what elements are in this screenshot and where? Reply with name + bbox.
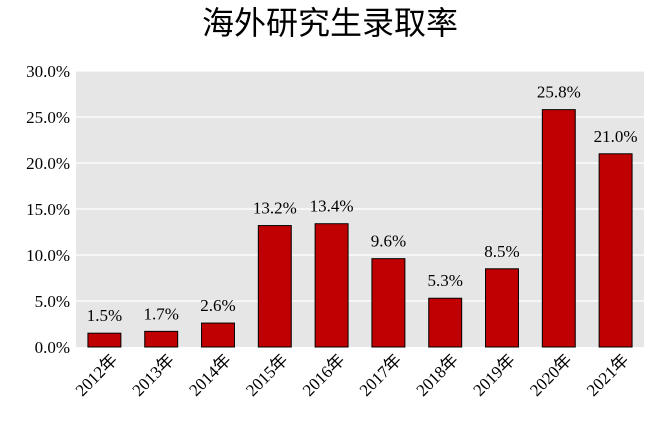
x-tick-label: 2018年 [413, 350, 462, 399]
bar [314, 223, 349, 348]
bar [257, 225, 292, 348]
y-tick-label: 20.0% [26, 154, 70, 173]
x-tick-label: 2017年 [356, 350, 405, 399]
bar [428, 297, 463, 348]
data-label: 5.3% [427, 271, 462, 290]
x-tick-label: 2013年 [129, 350, 178, 399]
data-labels: 1.5% 1.7% 2.6% 13.2% 13.4% 9.6% 5.3% 8.5% 25.8% 2… [87, 83, 638, 326]
bar [87, 332, 122, 348]
x-axis-category-labels: 2012年 2013年 2014年 2015年 2016年 2017年 2018年 2019年… [72, 350, 633, 399]
data-label: 2.6% [200, 296, 235, 315]
data-label: 1.5% [87, 306, 122, 325]
bar [371, 258, 406, 348]
data-label: 25.8% [537, 83, 581, 102]
bar [541, 109, 576, 348]
data-label: 13.4% [310, 197, 354, 216]
x-tick-label: 2012年 [72, 350, 121, 399]
chart-title: 海外研究生录取率 [202, 4, 458, 42]
gridlines [76, 70, 644, 302]
data-label: 13.2% [253, 199, 297, 218]
y-tick-label: 10.0% [26, 246, 70, 265]
x-tick-label: 2015年 [242, 350, 291, 399]
data-label: 8.5% [484, 242, 519, 261]
data-label: 21.0% [594, 127, 638, 146]
x-tick-label: 2016年 [299, 350, 348, 399]
y-tick-label: 5.0% [35, 292, 70, 311]
y-axis-tick-labels: 0.0% 5.0% 10.0% 15.0% 20.0% 25.0% 30.0% [26, 62, 70, 357]
bar [201, 322, 235, 348]
bar [485, 268, 519, 348]
x-tick-label: 2020年 [526, 350, 575, 399]
y-tick-label: 25.0% [26, 108, 70, 127]
bar [598, 153, 633, 348]
x-tick-label: 2019年 [469, 350, 518, 399]
bar [144, 330, 179, 348]
y-tick-label: 0.0% [35, 338, 70, 357]
bars [87, 109, 633, 348]
y-tick-label: 30.0% [26, 62, 70, 81]
data-label: 1.7% [143, 304, 178, 323]
data-label: 9.6% [371, 232, 406, 251]
x-tick-label: 2014年 [185, 350, 234, 399]
x-tick-label: 2021年 [583, 350, 632, 399]
y-tick-label: 15.0% [26, 200, 70, 219]
